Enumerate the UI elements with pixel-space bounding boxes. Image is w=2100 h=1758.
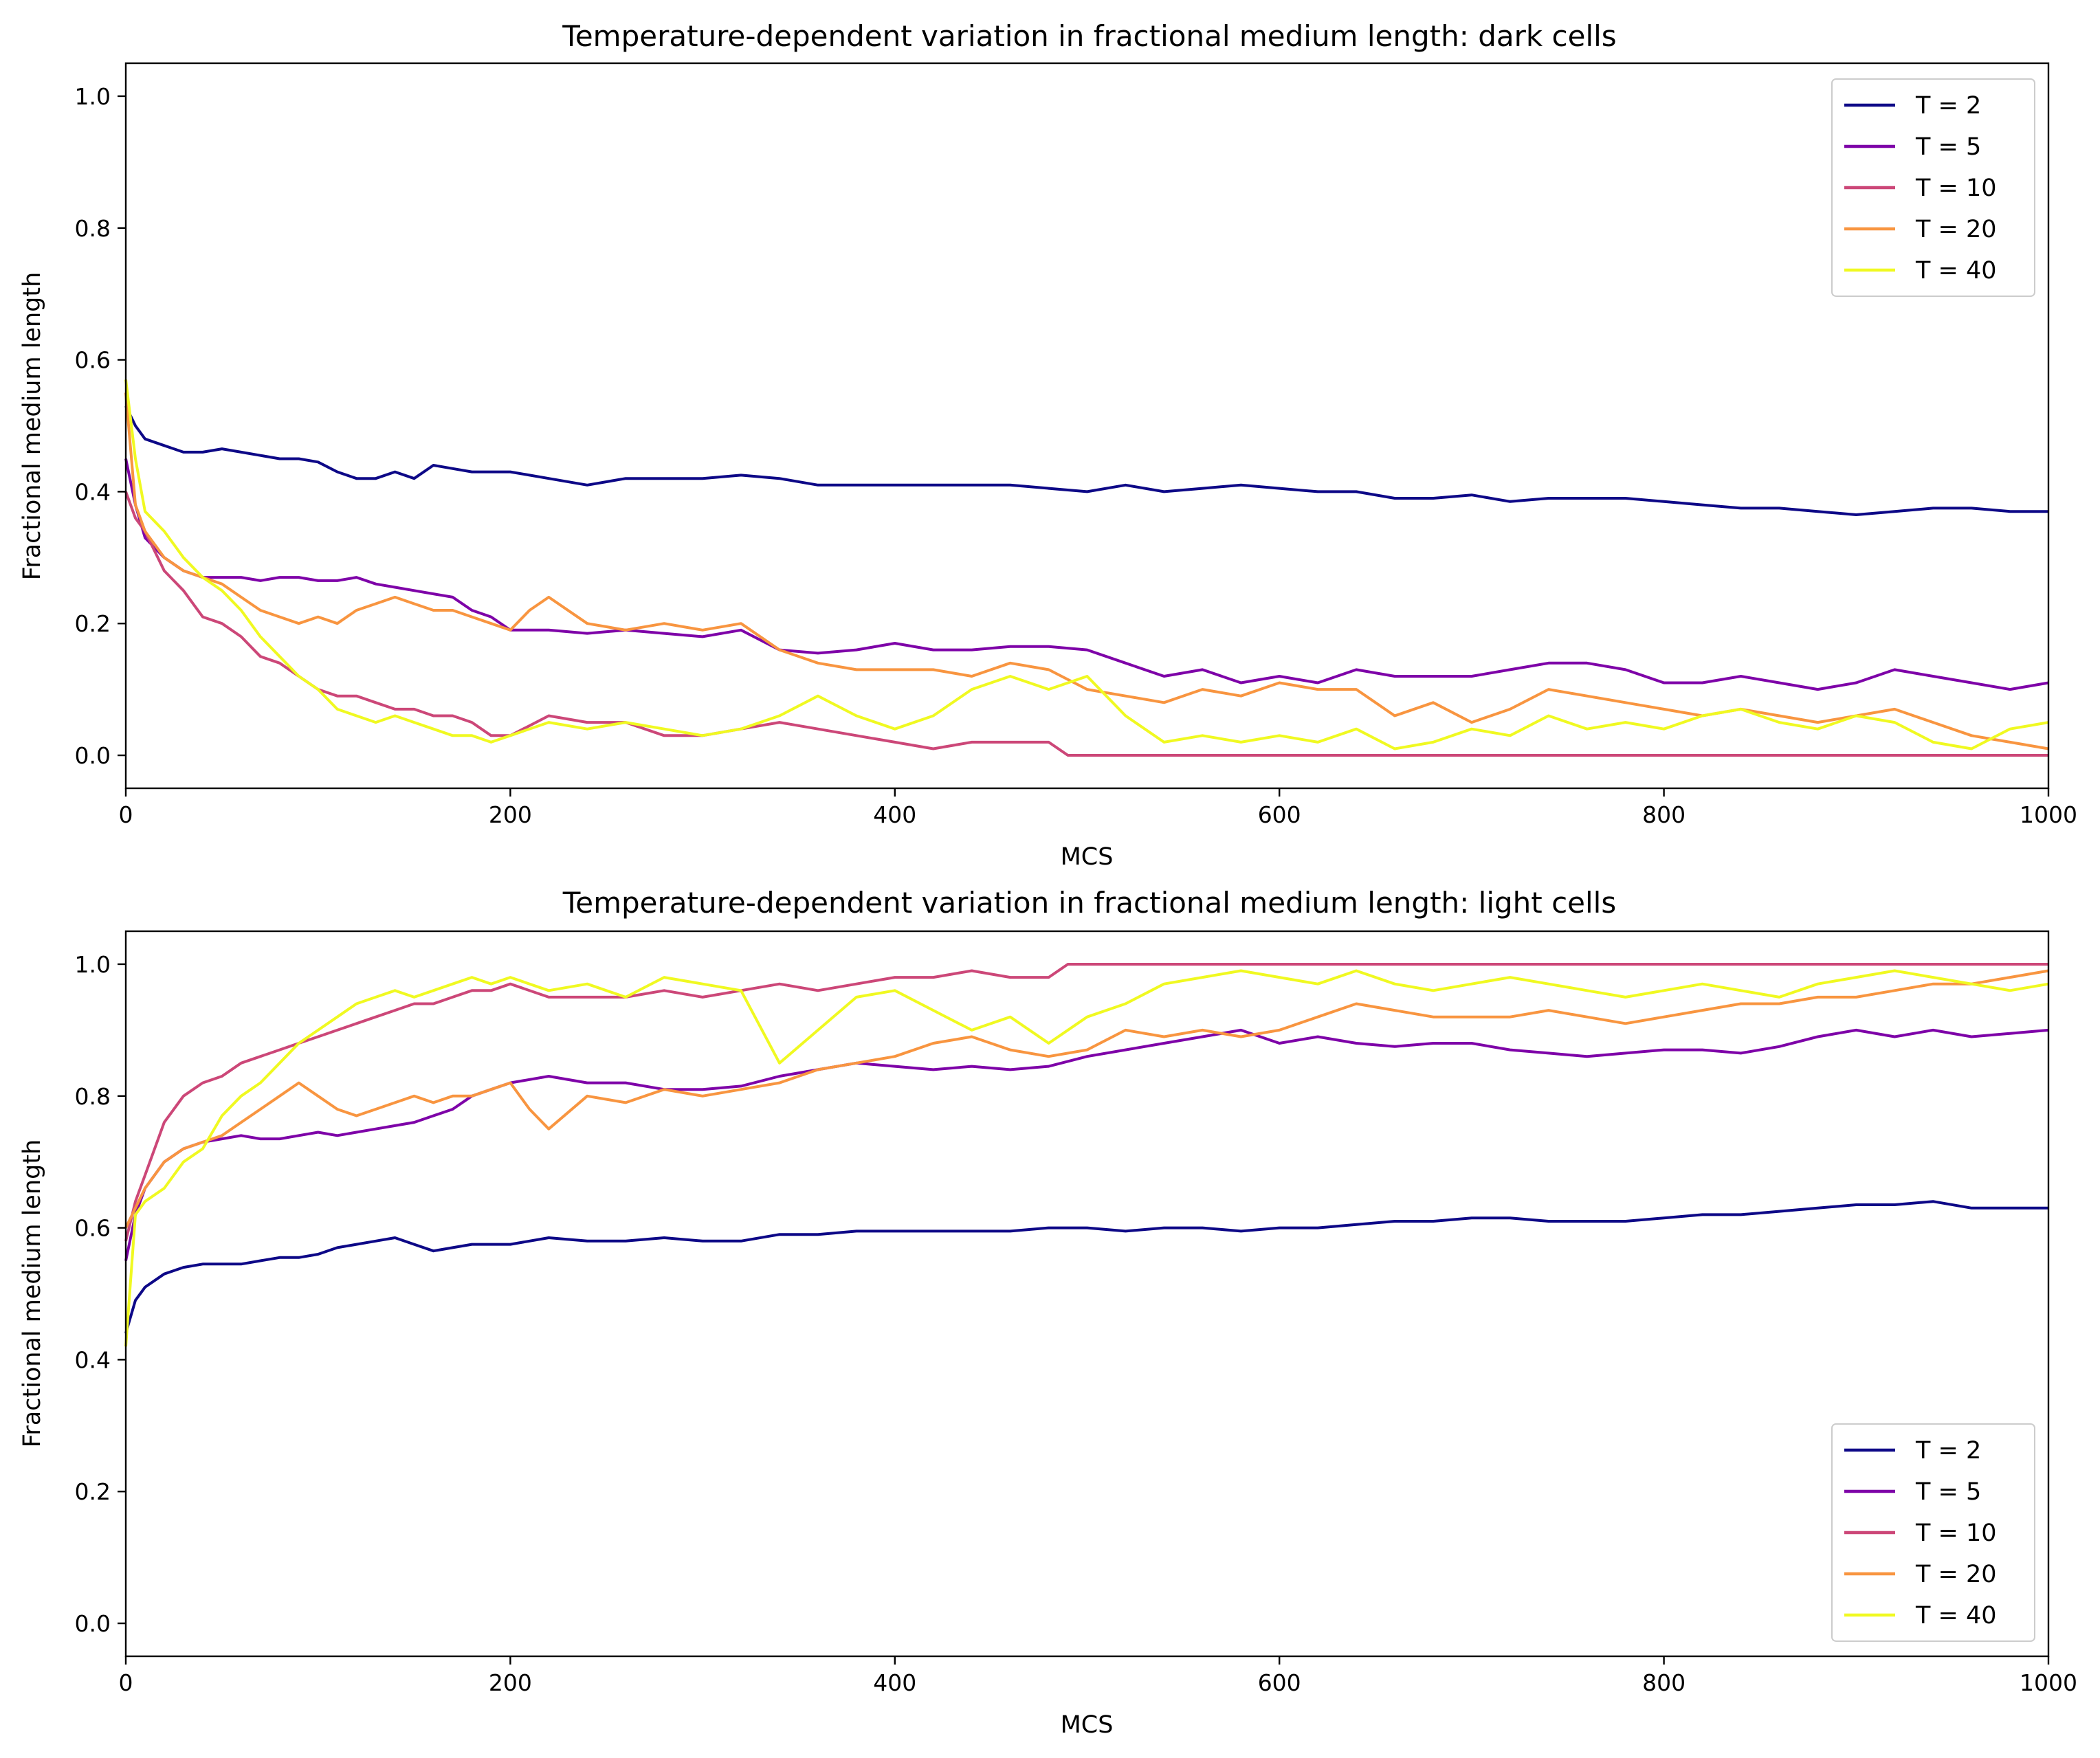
y-tick-label: 1.0 (75, 951, 111, 978)
series-layer (124, 963, 2049, 1347)
legend: T = 2 T = 5 T = 10 T = 20 T = 40 (1831, 1423, 2035, 1642)
y-tick-label: 1.0 (75, 83, 111, 110)
series-layer (124, 379, 2049, 757)
plot-frame (124, 62, 2050, 790)
y-tick-label: 0.2 (75, 1478, 111, 1505)
legend-box (1831, 78, 2035, 297)
x-tick-label: 800 (1642, 1669, 1685, 1696)
x-axis-ticks: 0 200 400 600 800 1000 (119, 1656, 2077, 1696)
legend-label: T = 20 (1915, 216, 1997, 243)
y-tick-label: 0.4 (75, 478, 111, 505)
y-axis-ticks: 0.0 0.2 0.4 0.6 0.8 1.0 (75, 951, 126, 1637)
legend-label: T = 10 (1915, 175, 1997, 202)
series-line (124, 379, 2049, 750)
y-tick-label: 0.4 (75, 1346, 111, 1373)
x-axis-ticks: 0 200 400 600 800 1000 (119, 788, 2077, 828)
series-line (124, 405, 2048, 516)
legend-label: T = 2 (1915, 92, 1981, 120)
y-tick-label: 0.0 (75, 1610, 111, 1637)
legend-label: T = 20 (1915, 1561, 1997, 1588)
y-tick-label: 0.2 (75, 610, 111, 637)
series-line (124, 969, 2049, 1229)
x-axis-label: MCS (1061, 843, 1114, 871)
x-tick-label: 200 (489, 1669, 532, 1696)
legend-label: T = 5 (1915, 1478, 1981, 1506)
legend-label: T = 40 (1915, 257, 1997, 285)
x-tick-label: 200 (489, 801, 532, 828)
series-line (124, 1200, 2048, 1334)
y-tick-label: 0.0 (75, 742, 111, 769)
y-axis-ticks: 0.0 0.2 0.4 0.6 0.8 1.0 (75, 83, 126, 769)
legend-box (1831, 1423, 2035, 1642)
legend-label: T = 40 (1915, 1602, 1997, 1629)
x-tick-label: 1000 (2020, 1669, 2077, 1696)
series-line (124, 392, 2049, 750)
x-tick-label: 0 (119, 1669, 133, 1696)
x-tick-label: 600 (1258, 1669, 1301, 1696)
y-tick-label: 0.6 (75, 1215, 111, 1242)
x-axis-label: MCS (1061, 1711, 1114, 1739)
series-line (124, 969, 2049, 1347)
legend-label: T = 5 (1915, 133, 1981, 161)
y-axis-label: Fractional medium length (19, 272, 46, 581)
series-line (124, 1028, 2049, 1261)
y-tick-label: 0.8 (75, 1083, 111, 1110)
x-tick-label: 400 (873, 801, 916, 828)
y-tick-label: 0.8 (75, 215, 111, 242)
legend: T = 2 T = 5 T = 10 T = 20 T = 40 (1831, 78, 2035, 297)
legend-label: T = 2 (1915, 1437, 1981, 1465)
x-tick-label: 0 (119, 801, 133, 828)
x-tick-label: 400 (873, 1669, 916, 1696)
legend-label: T = 10 (1915, 1520, 1997, 1547)
series-line (124, 458, 2049, 691)
series-line (124, 963, 2048, 1242)
chart-title: Temperature-dependent variation in fract… (562, 19, 1616, 53)
light-cells-chart: Temperature-dependent variation in fract… (19, 886, 2077, 1739)
dark-cells-chart: Temperature-dependent variation in fract… (19, 19, 2077, 871)
plot-frame (124, 930, 2050, 1658)
y-axis-label: Fractional medium length (19, 1139, 46, 1448)
y-tick-label: 0.6 (75, 347, 111, 374)
chart-title: Temperature-dependent variation in fract… (562, 886, 1617, 920)
x-tick-label: 800 (1642, 801, 1685, 828)
x-tick-label: 1000 (2020, 801, 2077, 828)
x-tick-label: 600 (1258, 801, 1301, 828)
